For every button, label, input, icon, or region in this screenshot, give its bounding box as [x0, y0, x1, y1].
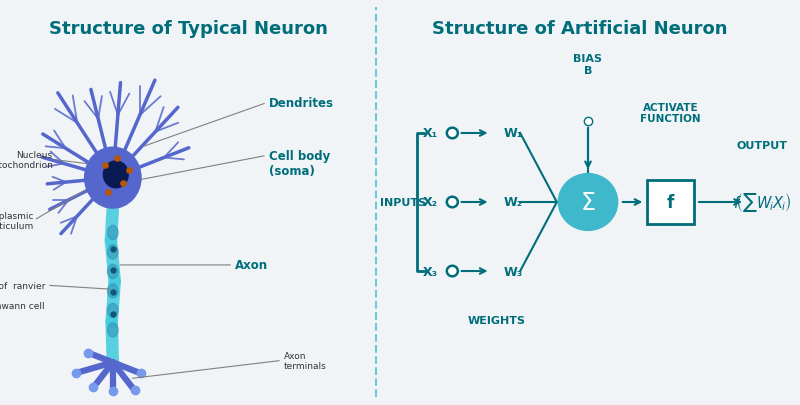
Ellipse shape: [107, 245, 118, 259]
Ellipse shape: [107, 265, 118, 279]
Text: $f\!\left(\sum W_{\!i} X_{\!i}\right)$: $f\!\left(\sum W_{\!i} X_{\!i}\right)$: [733, 191, 791, 214]
Text: Axon: Axon: [235, 259, 268, 272]
Circle shape: [447, 266, 458, 277]
Text: Cell body
(soma): Cell body (soma): [269, 150, 330, 178]
Circle shape: [85, 148, 141, 209]
Text: X₁: X₁: [422, 127, 438, 140]
Ellipse shape: [107, 304, 118, 318]
Text: Node of  ranvier: Node of ranvier: [0, 281, 45, 290]
Circle shape: [103, 162, 128, 188]
Text: W₂: W₂: [503, 196, 522, 209]
Text: ACTIVATE
FUNCTION: ACTIVATE FUNCTION: [640, 102, 701, 124]
Text: Endoplasmic
reticulum: Endoplasmic reticulum: [0, 211, 34, 230]
Text: f: f: [667, 194, 674, 211]
Text: X₂: X₂: [422, 196, 438, 209]
Circle shape: [447, 197, 458, 208]
Text: OUTPUT: OUTPUT: [736, 141, 787, 151]
Text: Structure of Artificial Neuron: Structure of Artificial Neuron: [432, 20, 727, 38]
Text: W₃: W₃: [503, 265, 522, 278]
Circle shape: [447, 128, 458, 139]
Ellipse shape: [107, 323, 118, 337]
Text: Structure of Typical Neuron: Structure of Typical Neuron: [49, 20, 327, 38]
Text: $\Sigma$: $\Sigma$: [580, 190, 596, 215]
Text: W₁: W₁: [503, 127, 522, 140]
Text: BIAS
B: BIAS B: [574, 54, 602, 76]
Circle shape: [558, 174, 618, 231]
Ellipse shape: [107, 226, 118, 240]
Text: WEIGHTS: WEIGHTS: [468, 315, 526, 325]
Text: INPUTS: INPUTS: [380, 198, 426, 207]
Ellipse shape: [107, 284, 118, 298]
Text: Dendrites: Dendrites: [269, 97, 334, 110]
Text: Nucleus
Mitochondrion: Nucleus Mitochondrion: [0, 150, 53, 170]
Text: X₃: X₃: [422, 265, 438, 278]
Text: Axon
terminals: Axon terminals: [284, 351, 326, 370]
Text: Schwann cell: Schwann cell: [0, 301, 45, 310]
FancyBboxPatch shape: [647, 180, 694, 225]
